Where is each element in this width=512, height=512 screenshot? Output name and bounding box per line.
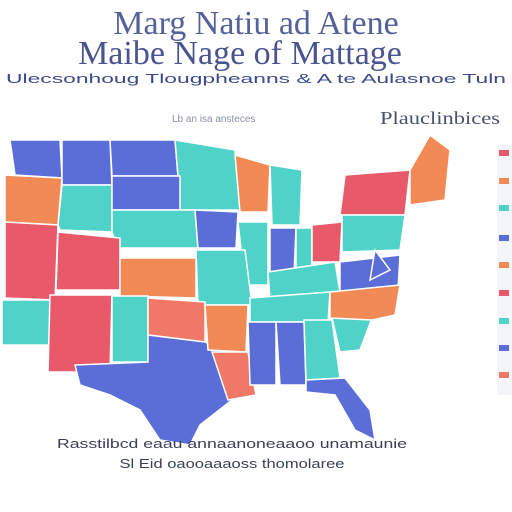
state [57, 184, 113, 233]
state [409, 133, 451, 206]
legend-swatch [499, 178, 509, 184]
state [74, 334, 233, 446]
state [119, 257, 197, 299]
state [234, 153, 271, 213]
state [174, 139, 241, 211]
subtitle: Ulecsonhoug Tlougpheanns & A te Aulasnoe… [6, 71, 506, 86]
state [111, 295, 149, 363]
legend-swatch [499, 205, 509, 211]
state [4, 174, 63, 226]
legend-title: Plauclinbices [380, 108, 500, 128]
state [55, 231, 121, 291]
state [341, 214, 406, 253]
state [269, 164, 303, 226]
state [47, 294, 113, 373]
state [249, 291, 331, 323]
state [247, 321, 277, 386]
state [305, 377, 376, 442]
legend-swatch [499, 318, 509, 324]
state [1, 299, 56, 346]
state [109, 139, 179, 177]
title-line-2: Maibe Nage of Mattage [78, 35, 402, 72]
footer-line-2: Sl Eid oaooaaaoss thomolaree [120, 456, 345, 471]
legend-strip [497, 145, 512, 395]
state [275, 321, 307, 386]
legend-swatch [499, 262, 509, 268]
state [210, 351, 257, 401]
legend-swatch [499, 235, 509, 241]
state [111, 209, 199, 249]
map-label: Lb an isa ansteces [172, 114, 255, 125]
footer-line-1: Rasstilbcd eaau annaanoneaaoo unamaunie [57, 436, 407, 451]
us-map [1, 133, 451, 446]
legend-swatch [499, 345, 509, 351]
state [311, 221, 343, 263]
state [9, 139, 63, 179]
state [194, 209, 239, 249]
legend-swatch [499, 290, 509, 296]
state [295, 227, 313, 271]
state [339, 169, 411, 216]
state [204, 304, 249, 353]
title-line-1: Marg Natiu ad Atene [113, 5, 398, 42]
legend-swatch [499, 372, 509, 378]
state [195, 249, 253, 306]
state [111, 175, 181, 211]
legend-swatch [499, 150, 509, 156]
state [61, 139, 113, 186]
state [369, 248, 392, 282]
state [329, 284, 401, 321]
state [4, 221, 59, 301]
